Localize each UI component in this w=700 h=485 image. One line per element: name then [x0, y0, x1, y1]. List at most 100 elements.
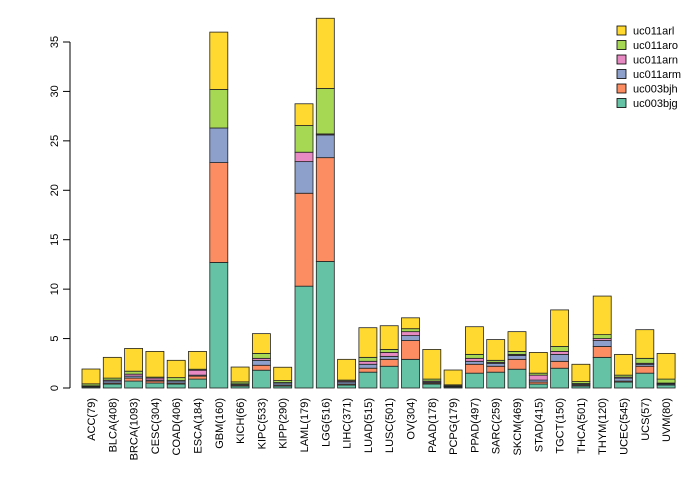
- bar-segment-uc003bjg: [615, 382, 633, 388]
- legend-swatch: [617, 70, 626, 79]
- bar-stack: [423, 349, 441, 388]
- bar-segment-uc003bjg: [380, 366, 398, 388]
- bar-segment-uc011arl: [551, 310, 569, 347]
- bar-segment-uc011arn: [402, 332, 420, 336]
- bar-stack: [572, 364, 590, 388]
- bar-segment-uc003bjg: [529, 384, 547, 388]
- bar-segment-uc003bjg: [252, 370, 270, 388]
- bar-stack: [487, 340, 505, 388]
- y-tick-label: 5: [49, 336, 61, 342]
- bar-segment-uc003bjg: [402, 359, 420, 388]
- bar-segment-uc011arl: [252, 334, 270, 354]
- bar-segment-uc003bjh: [295, 193, 313, 286]
- bar-segment-uc011arn: [295, 152, 313, 161]
- bar-segment-uc003bjg: [465, 373, 483, 388]
- bar-segment-uc011aro: [210, 89, 228, 128]
- bar-segment-uc011arm: [593, 341, 611, 347]
- bar-stack: [274, 367, 292, 388]
- bar-segment-uc003bjg: [316, 261, 334, 388]
- bar-segment-uc011arm: [615, 378, 633, 381]
- bar-stack: [167, 360, 185, 388]
- bar-segment-uc011arl: [465, 327, 483, 355]
- x-tick-label: KIPC(533): [256, 398, 268, 449]
- x-tick-label: TGCT(150): [555, 398, 567, 454]
- bar-segment-uc003bjg: [295, 286, 313, 388]
- x-tick-label: THYM(120): [597, 398, 609, 455]
- bar-segment-uc011arl: [231, 367, 249, 382]
- legend-swatch: [617, 99, 626, 108]
- x-tick-labels: ACC(79)BLCA(408)BRCA(1093)CESC(304)COAD(…: [86, 398, 673, 460]
- bar-segment-uc011arl: [380, 326, 398, 350]
- x-tick-label: COAD(406): [171, 398, 183, 455]
- bar-segment-uc011aro: [316, 88, 334, 133]
- bar-segment-uc011aro: [125, 371, 143, 374]
- bar-segment-uc003bjh: [189, 376, 207, 379]
- bar-stack: [551, 310, 569, 388]
- bar-stack: [125, 348, 143, 388]
- bar-segment-uc011arl: [274, 367, 292, 380]
- bar-segment-uc003bjh: [316, 158, 334, 262]
- bar-segment-uc011arl: [82, 369, 100, 384]
- bar-segment-uc003bjh: [359, 368, 377, 372]
- y-tick-label: 20: [49, 184, 61, 196]
- bar-stack: [380, 326, 398, 388]
- bar-segment-uc011aro: [465, 354, 483, 358]
- bar-segment-uc011arl: [657, 353, 675, 379]
- bar-segment-uc011aro: [508, 351, 526, 354]
- bar-segment-uc011arl: [487, 340, 505, 361]
- bar-segment-uc011arl: [402, 318, 420, 329]
- bar-segment-uc011arl: [359, 328, 377, 358]
- bar-segment-uc011arl: [572, 364, 590, 381]
- bar-segment-uc011arn: [529, 375, 547, 380]
- x-tick-label: LIHC(371): [342, 398, 354, 449]
- x-tick-label: LGG(516): [320, 398, 332, 447]
- bar-stack: [465, 327, 483, 388]
- bar-stack: [210, 32, 228, 388]
- bar-segment-uc003bjg: [359, 372, 377, 388]
- y-tick-label: 30: [49, 85, 61, 97]
- bar-segment-uc011arl: [316, 18, 334, 88]
- bar-segment-uc003bjg: [636, 373, 654, 388]
- x-tick-label: BRCA(1093): [129, 398, 141, 460]
- bar-segment-uc003bjg: [125, 381, 143, 388]
- legend-label: uc011arl: [633, 26, 674, 38]
- bar-stack: [189, 351, 207, 388]
- bar-segment-uc003bjg: [189, 379, 207, 388]
- x-tick-label: GBM(160): [214, 398, 226, 449]
- bar-segment-uc011arn: [359, 361, 377, 364]
- bar-segment-uc003bjh: [551, 361, 569, 368]
- bar-segment-uc011aro: [359, 357, 377, 361]
- bar-segment-uc003bjh: [636, 366, 654, 373]
- bar-segment-uc003bjg: [338, 385, 356, 388]
- bar-segment-uc011aro: [167, 378, 185, 381]
- bar-segment-uc011arm: [465, 361, 483, 364]
- x-tick-label: PAAD(178): [427, 398, 439, 453]
- y-tick-label: 35: [49, 36, 61, 48]
- bar-segment-uc003bjh: [125, 378, 143, 381]
- x-tick-label: SARC(259): [491, 398, 503, 454]
- bar-segment-uc003bjg: [657, 385, 675, 388]
- legend-swatch: [617, 84, 626, 93]
- bar-segment-uc003bjh: [508, 359, 526, 369]
- bar-stack: [316, 18, 334, 388]
- legend-label: uc011arn: [633, 55, 678, 67]
- bar-segment-uc011arn: [551, 351, 569, 354]
- bar-segment-uc003bjg: [146, 383, 164, 388]
- x-tick-label: ESCA(184): [193, 398, 205, 454]
- bar-segment-uc003bjg: [487, 372, 505, 388]
- bar-segment-uc003bjh: [487, 366, 505, 372]
- bar-segment-uc011aro: [636, 358, 654, 363]
- x-tick-label: KIPP(290): [278, 398, 290, 449]
- bar-stack: [529, 352, 547, 388]
- x-tick-label: PCPG(179): [448, 398, 460, 455]
- x-tick-label: OV(304): [406, 398, 418, 440]
- bar-segment-uc011aro: [295, 126, 313, 153]
- bar-segment-uc011arl: [146, 351, 164, 377]
- x-tick-label: LUAD(515): [363, 398, 375, 453]
- bar-segment-uc011arl: [508, 332, 526, 352]
- bar-segment-uc011arm: [508, 355, 526, 359]
- y-tick-label: 25: [49, 135, 61, 147]
- bar-segment-uc003bjh: [210, 163, 228, 263]
- bar-segment-uc011arn: [380, 352, 398, 356]
